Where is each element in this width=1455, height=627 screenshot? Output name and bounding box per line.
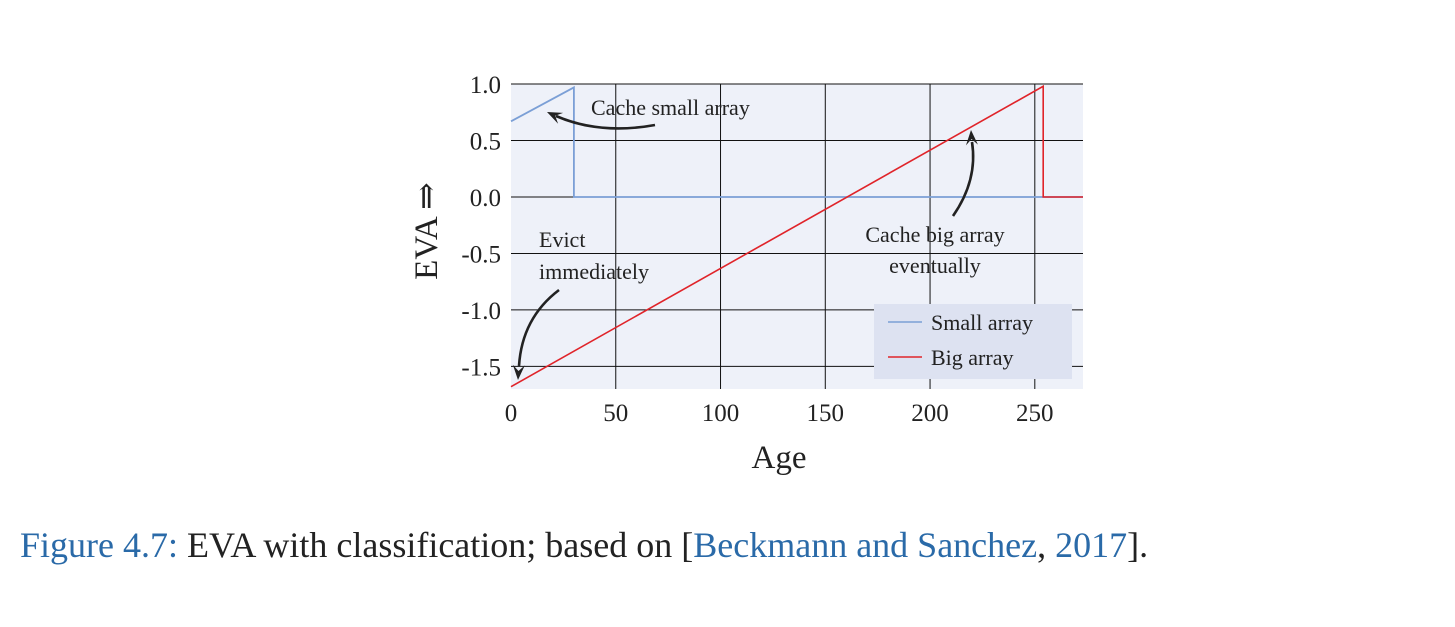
caption-year-link[interactable]: 2017 [1055, 525, 1128, 565]
annotations: Cache small array Cache big array eventual… [512, 95, 1005, 380]
x-tick-label: 200 [911, 400, 949, 427]
y-tick-label: 1.0 [470, 72, 501, 99]
annotation-arrowhead-big [965, 130, 978, 146]
annotation-arrow-big [951, 141, 975, 217]
annotation-cache-big-line1: Cache big array [865, 222, 1004, 247]
legend-label: Big array [931, 345, 1013, 370]
caption-citation-link[interactable]: Beckmann and Sanchez [693, 525, 1038, 565]
caption-label: Figure 4.7: [20, 525, 178, 565]
x-axis-label: Age [752, 440, 807, 476]
y-tick-label: -1.5 [461, 354, 501, 381]
series-line-big-array [510, 84, 1083, 388]
x-tick-label: 0 [505, 400, 518, 427]
legend-box [874, 304, 1072, 379]
y-tick-label: -1.0 [461, 298, 501, 325]
x-tick-label: 250 [1016, 400, 1054, 427]
caption-separator: , [1037, 525, 1056, 565]
figure-caption: Figure 4.7: EVA with classification; bas… [20, 524, 1148, 566]
y-axis-label: EVA ⇒ [409, 182, 445, 280]
legend-label: Small array [931, 310, 1033, 335]
x-tick-label: 50 [603, 400, 628, 427]
legend: Small array Big array [874, 304, 1072, 379]
annotation-cache-big-line2: eventually [889, 253, 981, 278]
annotation-arrowhead-evict [512, 364, 525, 380]
annotation-cache-small: Cache small array [591, 95, 750, 120]
annotation-arrow-evict [517, 288, 560, 367]
annotation-arrowhead-small [547, 112, 564, 124]
annotation-evict-line1: Evict [539, 227, 585, 252]
series [510, 84, 1083, 388]
series-line-small-array [510, 85, 1083, 198]
y-tick-label: 0.5 [470, 128, 501, 155]
annotation-arrow-small [555, 114, 656, 130]
tick-labels: 0 50 100 150 200 250 1.0 0.5 0.0 -0.5 -1.0 -1.5 [461, 72, 1053, 427]
x-tick-label: 150 [807, 400, 845, 427]
annotation-evict-line2: immediately [539, 259, 649, 284]
caption-text: EVA with classification; based on [ [178, 525, 694, 565]
y-tick-label: -0.5 [461, 241, 501, 268]
caption-end: ]. [1127, 525, 1149, 565]
y-tick-label: 0.0 [470, 185, 501, 212]
x-tick-label: 100 [702, 400, 740, 427]
